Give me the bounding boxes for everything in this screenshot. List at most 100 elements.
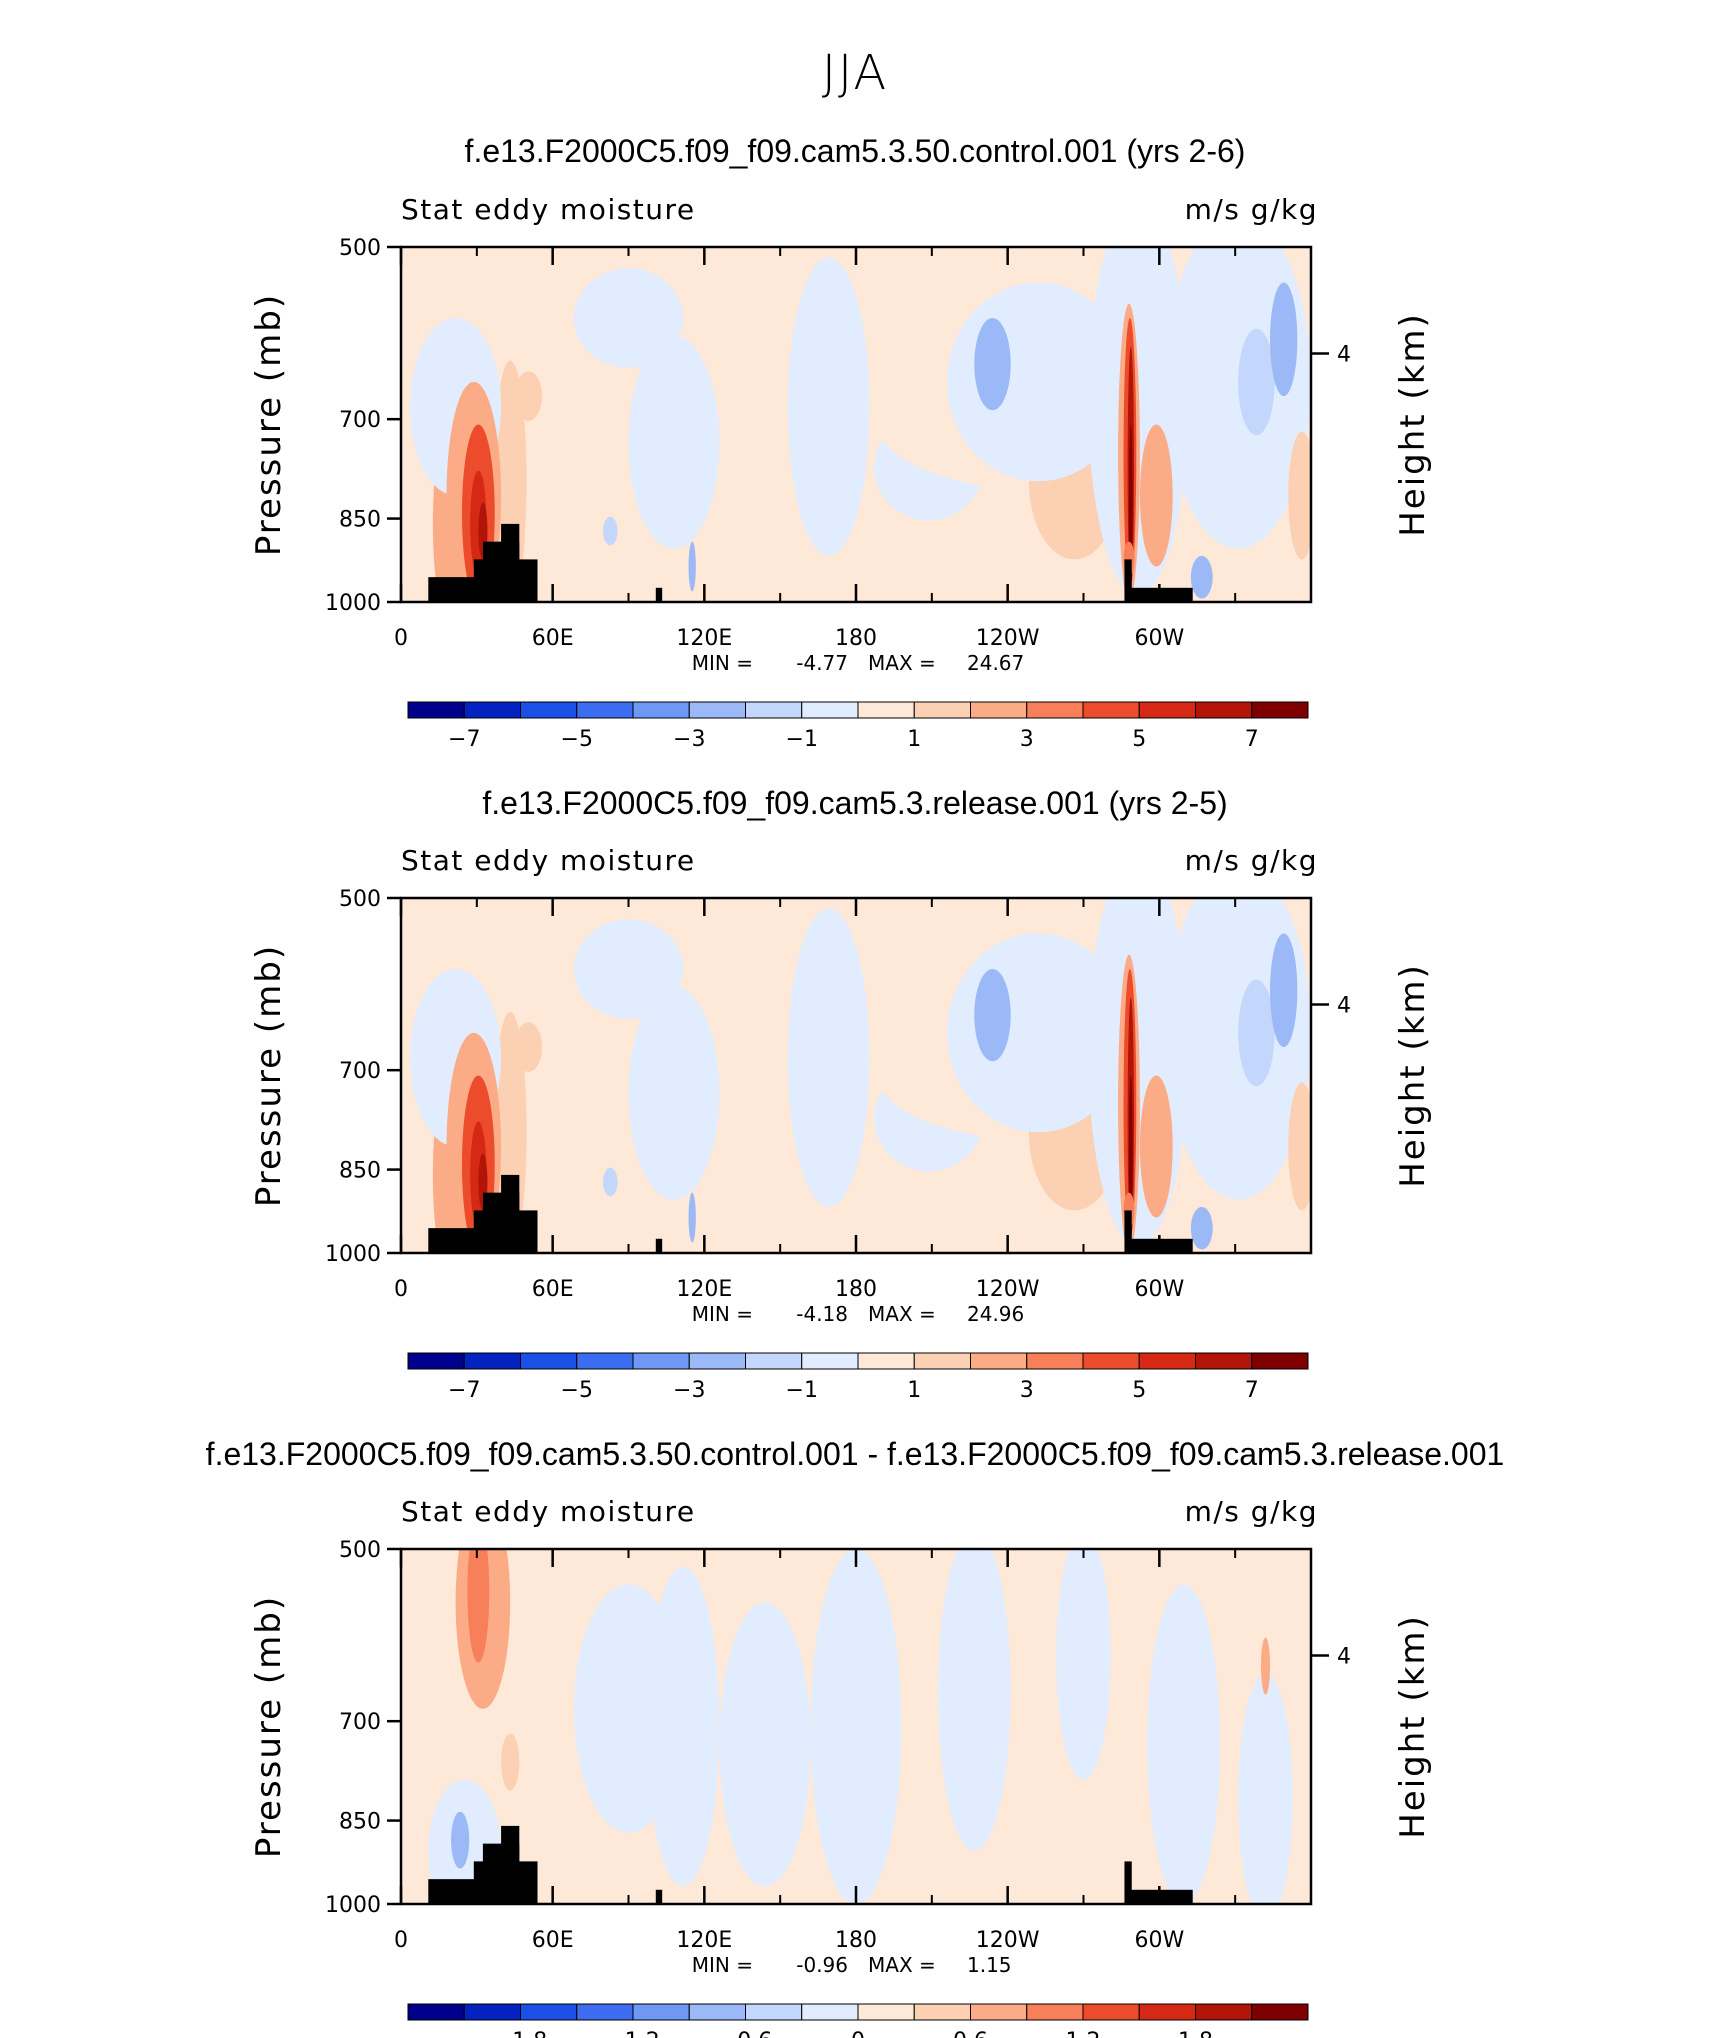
colorbar-tick-label: −1 xyxy=(786,727,818,752)
contour-region xyxy=(1288,1082,1311,1211)
left-label: Stat eddy moisture xyxy=(401,1495,696,1528)
min-label: MIN = xyxy=(692,1302,753,1326)
colorbar-swatch xyxy=(1082,1352,1140,1370)
contour-region xyxy=(1139,1075,1173,1218)
colorbar-tick-label: −0.6 xyxy=(719,2029,772,2038)
x-tick-label: 60W xyxy=(1134,1277,1184,1302)
topography-mask xyxy=(1124,559,1132,602)
x-tick-label: 180 xyxy=(835,1277,877,1302)
contour-region xyxy=(688,1192,696,1243)
contour-region xyxy=(1238,979,1275,1087)
panel-1-plot-area xyxy=(387,245,1329,604)
y-axis-title: Pressure (mb) xyxy=(249,293,289,556)
colorbar-tick-label: −5 xyxy=(561,727,593,752)
colorbar-swatch xyxy=(857,1352,915,1370)
colorbar-swatch xyxy=(1195,2003,1253,2021)
colorbar-swatch xyxy=(970,2003,1028,2021)
x-tick-label: 60W xyxy=(1134,626,1184,651)
colorbar-tick-label: 5 xyxy=(1132,1378,1146,1403)
contour-region xyxy=(719,1602,811,1887)
x-tick-label: 120W xyxy=(976,626,1040,651)
panel-3-plot-area xyxy=(387,1547,1329,1906)
contour-region xyxy=(514,371,543,421)
colorbar-tick-label: 1 xyxy=(907,1378,921,1403)
colorbar-swatch xyxy=(1195,1352,1253,1370)
y-tick-label: 700 xyxy=(339,1710,381,1735)
contour-region xyxy=(1238,1673,1293,1904)
y-tick-label: 500 xyxy=(339,1538,381,1563)
topography-mask xyxy=(1129,587,1193,602)
colorbar-swatch xyxy=(632,2003,690,2021)
colorbar-swatch xyxy=(463,1352,521,1370)
contour-region xyxy=(501,1733,520,1791)
max-value: 24.67 xyxy=(967,651,1024,675)
panel-1-chart: 0 60E 120E 180 120W 60W 500 700 850 1000 4 Pressure… xyxy=(249,193,1433,752)
colorbar-swatch xyxy=(857,2003,915,2021)
y-right-tick-label: 4 xyxy=(1337,994,1351,1019)
max-value: 24.96 xyxy=(967,1302,1024,1326)
colorbar-swatch xyxy=(1138,1352,1196,1370)
contour-region xyxy=(514,1022,543,1072)
contour-region xyxy=(1270,933,1298,1048)
contour-region xyxy=(1190,555,1213,599)
max-label: MAX = xyxy=(868,1302,936,1326)
colorbar-tick-label: 3 xyxy=(1020,1378,1034,1403)
topography-mask xyxy=(501,523,520,602)
topography-mask xyxy=(655,587,663,602)
topography-mask xyxy=(1129,1238,1193,1253)
min-value: -4.18 xyxy=(796,1302,848,1326)
x-tick-label: 60E xyxy=(532,1928,574,1953)
field-contours xyxy=(410,898,1311,1253)
y-tick-label: 700 xyxy=(339,1059,381,1084)
right-label: m/s g/kg xyxy=(1185,844,1318,877)
colorbar-tick-label: −1 xyxy=(786,1378,818,1403)
x-tick-label: 120E xyxy=(676,1928,732,1953)
colorbar-swatch xyxy=(745,1352,803,1370)
x-tick-label: 60E xyxy=(532,1277,574,1302)
right-label: m/s g/kg xyxy=(1185,1495,1318,1528)
contour-region xyxy=(1056,1549,1111,1780)
topography-mask xyxy=(501,1174,520,1253)
colorbar-swatch xyxy=(407,2003,465,2021)
left-label: Stat eddy moisture xyxy=(401,193,696,226)
colorbar-swatch xyxy=(801,1352,859,1370)
y-axis-right-title: Height (km) xyxy=(1393,1614,1433,1839)
x-tick-label: 60W xyxy=(1134,1928,1184,1953)
x-tick-label: 180 xyxy=(835,626,877,651)
contour-region xyxy=(1288,431,1311,560)
colorbar-swatch xyxy=(463,2003,521,2021)
colorbar-swatch xyxy=(1026,2003,1084,2021)
colorbar-swatch xyxy=(520,2003,578,2021)
colorbar-swatch xyxy=(1138,2003,1196,2021)
contour-region xyxy=(787,257,870,556)
colorbar-swatch xyxy=(913,701,971,719)
contour-region xyxy=(937,1549,1011,1851)
colorbar-tick-label: −7 xyxy=(448,727,480,752)
colorbar-swatch xyxy=(1082,701,1140,719)
colorbar-tick-label: −1.2 xyxy=(606,2029,659,2038)
topography-mask xyxy=(1124,1210,1132,1253)
colorbar-swatch xyxy=(801,701,859,719)
colorbar-swatch xyxy=(407,701,465,719)
colorbar-tick-label: −7 xyxy=(448,1378,480,1403)
contour-region xyxy=(974,318,1011,411)
contour-region xyxy=(974,969,1011,1062)
y-axis-right-title: Height (km) xyxy=(1393,963,1433,1188)
contour-region xyxy=(1190,1206,1213,1250)
colorbar-tick-label: 7 xyxy=(1245,1378,1259,1403)
y-right-tick-label: 4 xyxy=(1337,343,1351,368)
x-tick-label: 0 xyxy=(394,1928,408,1953)
y-tick-label: 850 xyxy=(339,1159,381,1184)
colorbar-swatch xyxy=(576,1352,634,1370)
panel-2-plot-area xyxy=(387,896,1329,1255)
topography-mask xyxy=(1124,1861,1132,1904)
x-tick-label: 120E xyxy=(676,626,732,651)
colorbar-swatch xyxy=(970,1352,1028,1370)
panel-3-chart: 0 60E 120E 180 120W 60W 500 700 850 1000 4 Pressure… xyxy=(249,1495,1433,2038)
topography-mask xyxy=(1129,1889,1193,1904)
contour-region xyxy=(603,1167,618,1197)
colorbar-swatch xyxy=(745,2003,803,2021)
colorbar-swatch xyxy=(688,2003,746,2021)
min-value: -4.77 xyxy=(796,651,848,675)
x-tick-label: 120W xyxy=(976,1277,1040,1302)
